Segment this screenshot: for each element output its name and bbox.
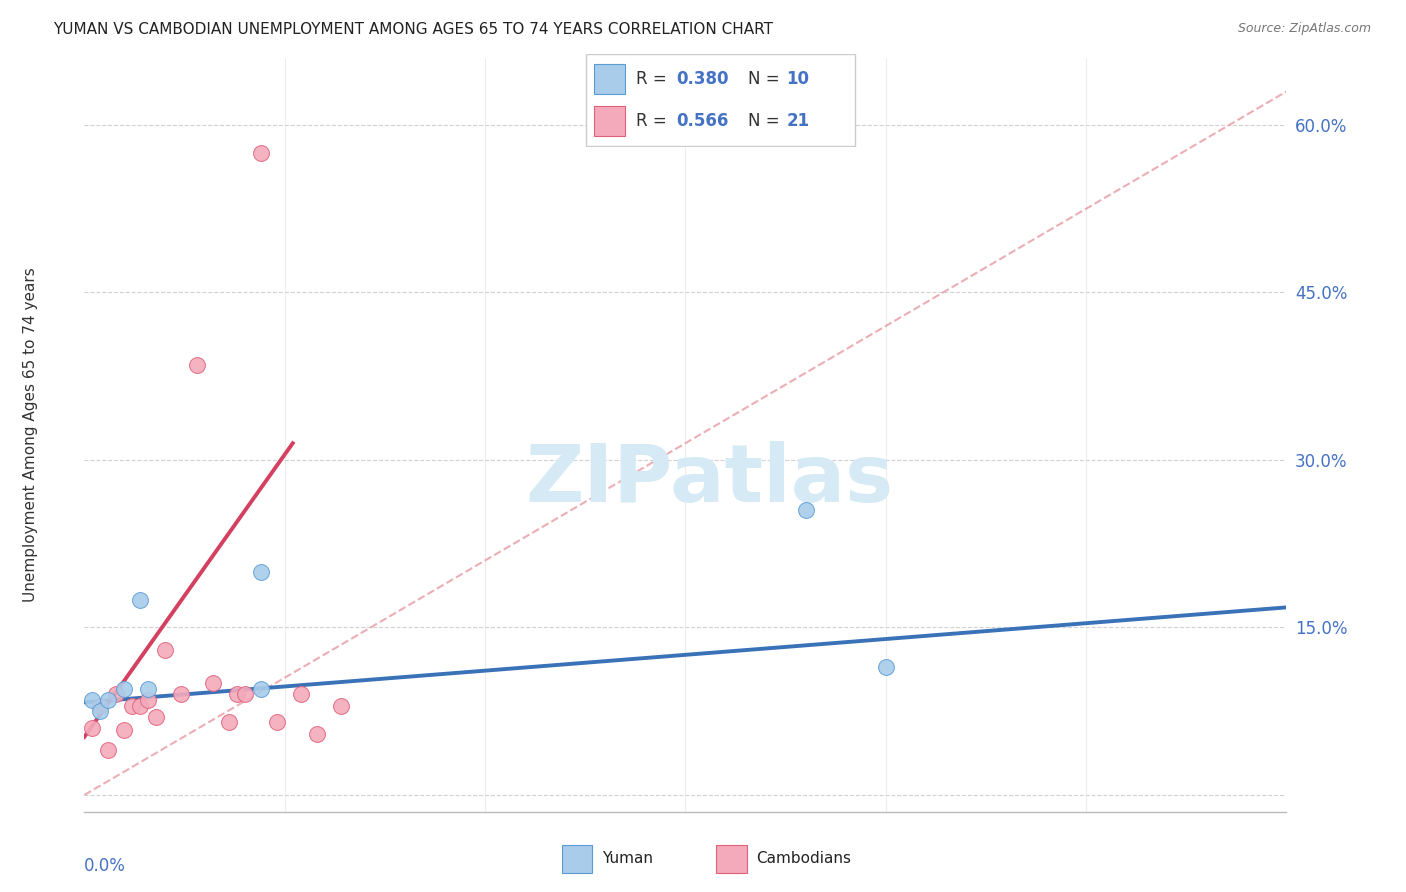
Text: N =: N = (748, 112, 785, 130)
Point (138, 681, 160, 696)
Text: 0.566: 0.566 (676, 112, 730, 130)
Point (82, 721, 104, 735)
Point (145, 710, 167, 724)
Bar (561, 845, 592, 872)
Text: Unemployment Among Ages 65 to 74 years: Unemployment Among Ages 65 to 74 years (24, 268, 38, 602)
Text: 0.0%: 0.0% (84, 857, 127, 875)
Point (218, 715, 240, 730)
Point (329, 698, 352, 713)
Point (97, 743, 120, 757)
Point (266, 715, 288, 730)
Text: R =: R = (636, 112, 672, 130)
Point (290, 688, 312, 702)
Point (305, 726, 328, 740)
Point (249, 145, 271, 160)
Text: Cambodians: Cambodians (756, 851, 852, 866)
Point (114, 681, 135, 696)
Point (249, 681, 271, 696)
Point (186, 358, 208, 372)
Point (225, 688, 247, 702)
Text: ZIPatlas: ZIPatlas (526, 441, 894, 519)
Point (233, 688, 256, 702)
Bar (595, 64, 624, 94)
Point (138, 693, 160, 707)
Point (89, 704, 111, 718)
Point (129, 698, 152, 713)
Text: Source: ZipAtlas.com: Source: ZipAtlas.com (1237, 22, 1371, 36)
Text: 0.380: 0.380 (676, 70, 730, 87)
Point (153, 642, 176, 657)
Text: 21: 21 (786, 112, 810, 130)
FancyBboxPatch shape (586, 54, 855, 146)
Point (794, 503, 817, 517)
Bar (595, 106, 624, 136)
Point (249, 565, 271, 579)
Point (121, 698, 143, 713)
Point (97, 693, 120, 707)
Point (114, 723, 135, 738)
Text: N =: N = (748, 70, 785, 87)
Text: YUMAN VS CAMBODIAN UNEMPLOYMENT AMONG AGES 65 TO 74 YEARS CORRELATION CHART: YUMAN VS CAMBODIAN UNEMPLOYMENT AMONG AG… (53, 22, 773, 37)
Point (89, 698, 111, 713)
Bar (716, 845, 747, 872)
Text: 10: 10 (786, 70, 810, 87)
Text: Yuman: Yuman (602, 851, 652, 866)
Point (105, 688, 128, 702)
Text: R =: R = (636, 70, 672, 87)
Point (169, 688, 191, 702)
Point (82, 693, 104, 707)
Point (201, 676, 224, 690)
Point (129, 592, 152, 607)
Point (875, 659, 897, 673)
